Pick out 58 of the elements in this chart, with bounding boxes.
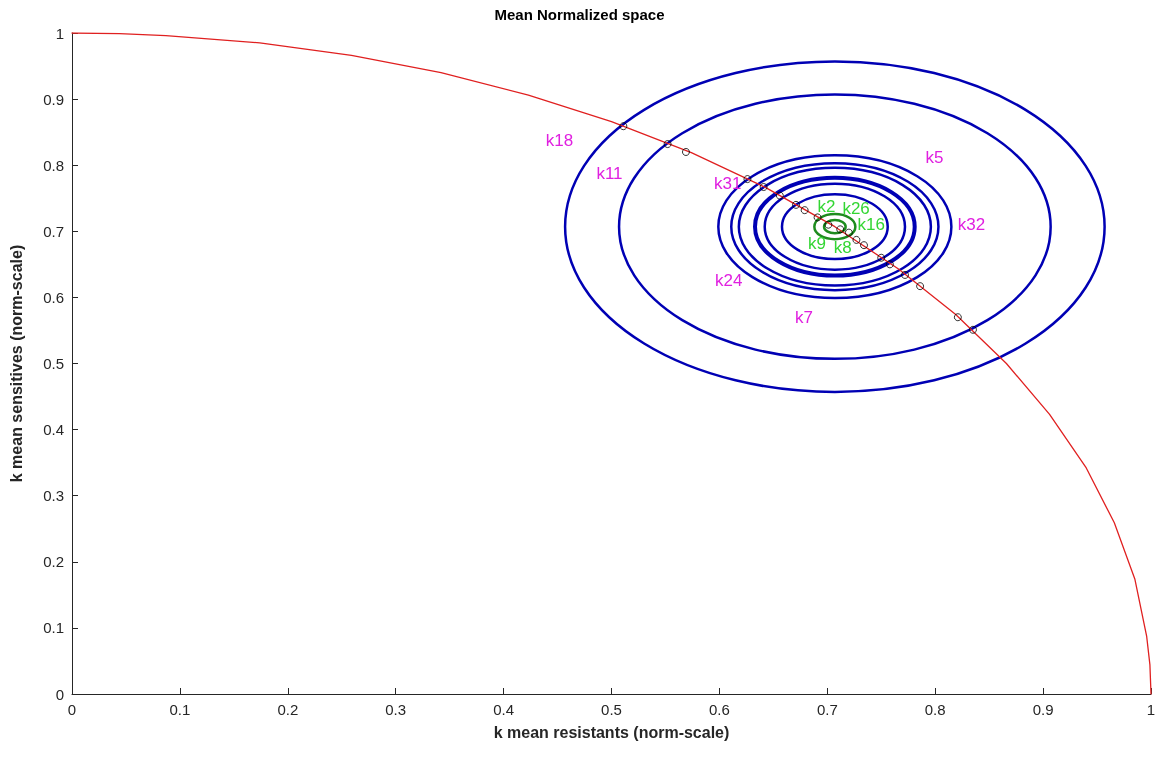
x-tick-label: 0.5 xyxy=(601,701,622,718)
point xyxy=(824,220,833,229)
annotation: k16 xyxy=(857,215,885,235)
annotation: k11 xyxy=(596,164,623,184)
x-axis-title: k mean resistants (norm-scale) xyxy=(493,723,730,741)
annotation: k7 xyxy=(794,308,813,328)
y-tick-label: 0.6 xyxy=(43,288,64,306)
annotation: k2 xyxy=(817,196,836,216)
x-tick-label: 1 xyxy=(1146,701,1156,718)
point xyxy=(852,235,861,244)
point xyxy=(885,260,894,269)
point xyxy=(953,313,962,322)
y-tick-label: 0.7 xyxy=(43,222,64,240)
point xyxy=(844,228,853,237)
point xyxy=(663,140,672,149)
y-tick-label: 1 xyxy=(55,24,64,42)
x-tick-label: 0.3 xyxy=(385,701,407,718)
x-tick-label: 0.9 xyxy=(1032,701,1054,718)
x-tick-label: 0.2 xyxy=(277,701,299,718)
annotation: k31 xyxy=(714,173,742,193)
point xyxy=(681,147,690,156)
y-tick-label: 0.5 xyxy=(43,355,64,372)
x-tick-label: 0.6 xyxy=(708,701,730,718)
y-tick-label: 0.3 xyxy=(43,487,64,505)
y-tick-label: 0.9 xyxy=(43,90,64,108)
y-tick-label: 0 xyxy=(55,685,64,703)
annotation: k18 xyxy=(545,130,574,150)
y-tick-label: 0.8 xyxy=(43,156,64,174)
annotation: k8 xyxy=(833,238,852,258)
point xyxy=(916,282,925,291)
y-tick-label: 0.4 xyxy=(43,421,64,439)
point xyxy=(792,200,801,209)
point xyxy=(759,183,768,192)
point xyxy=(619,122,628,131)
point xyxy=(743,175,752,184)
point xyxy=(813,213,822,222)
point xyxy=(877,253,886,262)
x-tick-label: 0.4 xyxy=(493,701,515,718)
line-series xyxy=(71,32,1152,695)
annotation: k9 xyxy=(807,233,826,253)
point xyxy=(775,191,784,200)
y-axis-title: k mean sensitives (norm-scale) xyxy=(7,244,25,483)
y-tick-label: 0.1 xyxy=(43,619,64,637)
x-tick-label: 0.8 xyxy=(924,701,946,718)
annotation: k32 xyxy=(957,215,986,235)
point xyxy=(800,206,809,215)
point xyxy=(836,225,845,234)
annotation: k24 xyxy=(715,270,743,290)
annotation: k26 xyxy=(842,198,870,218)
point xyxy=(859,241,868,250)
annotation: k5 xyxy=(925,148,944,168)
x-tick-label: 0.7 xyxy=(816,701,838,718)
point xyxy=(968,325,977,334)
point xyxy=(901,270,909,279)
x-tick-label: 0 xyxy=(67,701,77,718)
x-tick-label: 0.1 xyxy=(169,701,191,718)
chart-title: Mean Normalized space xyxy=(494,6,665,23)
y-tick-label: 0.2 xyxy=(43,553,64,571)
